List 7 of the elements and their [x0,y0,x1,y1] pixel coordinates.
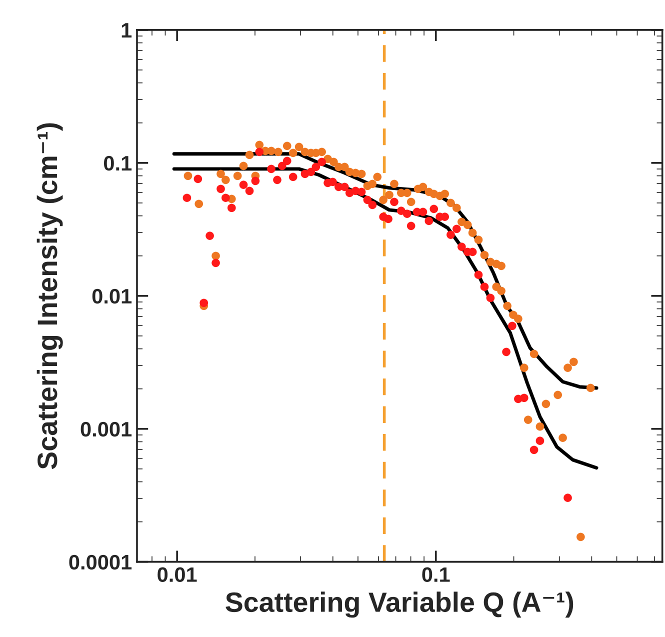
x-axis-title: Scattering Variable Q (A⁻¹) [226,592,574,618]
y-tick-label: 0.0001 [69,554,132,570]
y-tick-label: 1 [122,23,132,38]
y-axis-title: Scattering Intensity (cm⁻¹) [36,123,63,470]
y-tick-label: 0.01 [92,288,132,304]
y-tick-label: 0.1 [104,156,132,171]
y-tick-label: 0.001 [80,422,132,437]
